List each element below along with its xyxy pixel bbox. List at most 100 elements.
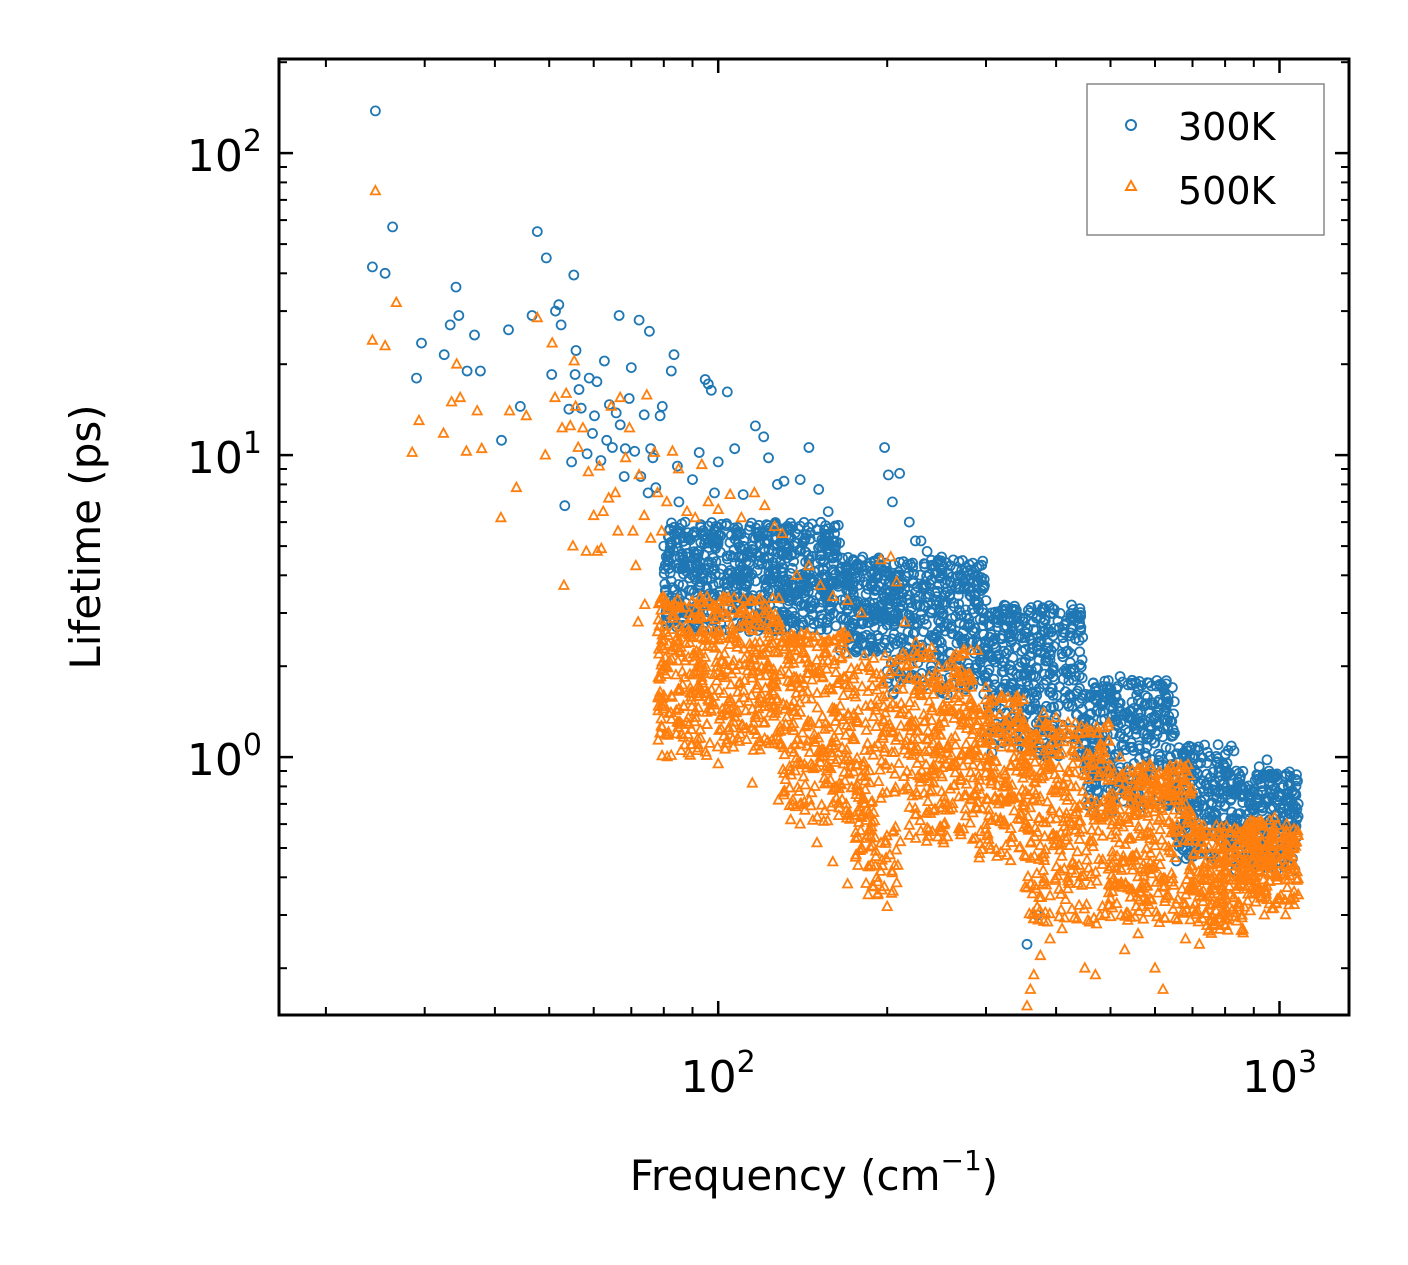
- series-300k-cloud-point: [947, 628, 959, 639]
- series-500k-cloud-point: [909, 831, 922, 843]
- series-500k-cloud-point: [679, 636, 692, 648]
- series-300k-data-point: [712, 456, 724, 468]
- series-500k-cloud-point: [766, 591, 779, 603]
- series-500k-cloud-point: [904, 670, 917, 683]
- series-500k-cloud-point: [666, 608, 679, 620]
- series-500k-cloud-point: [1043, 888, 1057, 901]
- series-500k-cloud-point: [1140, 788, 1153, 801]
- series-500k-cloud-point: [921, 733, 934, 745]
- series-500k-cloud-point: [921, 724, 935, 736]
- series-300k-data-point: [894, 467, 905, 479]
- series-500k-cloud-point: [1202, 840, 1215, 852]
- series-500k-cloud-point: [678, 738, 691, 750]
- series-500k-cloud-point: [1126, 808, 1140, 820]
- series-300k-data-point: [1044, 654, 1056, 666]
- series-500k-cloud-point: [767, 668, 780, 680]
- series-500k-cloud-point: [1110, 861, 1123, 873]
- series-300k-cloud-point: [919, 601, 931, 613]
- series-500k-cloud-point: [794, 705, 807, 717]
- series-300k-data-point: [656, 400, 668, 412]
- series-500k-cloud-point: [658, 619, 671, 631]
- series-500k-cloud-point: [891, 858, 905, 870]
- series-500k-cloud-point: [656, 639, 669, 651]
- series-300k-data-point: [712, 535, 724, 547]
- series-300k-cloud-point: [1160, 692, 1172, 704]
- series-500k-cloud-point: [883, 700, 897, 713]
- series-500k-cloud-point: [731, 640, 744, 652]
- series-500k-cloud-point: [956, 759, 970, 771]
- series-500k-cloud-point: [805, 673, 819, 685]
- series-300k-cloud-point: [1264, 787, 1276, 799]
- series-500k-cloud-point: [656, 634, 670, 646]
- series-500k-cloud-point: [936, 832, 950, 845]
- series-500k-cloud-point: [869, 830, 882, 843]
- series-500k-cloud-point: [828, 781, 842, 793]
- series-500k-cloud-point: [860, 831, 873, 843]
- series-300k-data-point: [893, 603, 905, 615]
- series-300k-cloud-point: [919, 558, 931, 570]
- series-500k-cloud-point: [686, 594, 699, 606]
- series-500k-cloud-point: [811, 810, 824, 822]
- series-500k-cloud-point: [876, 675, 889, 687]
- series-500k-cloud-point: [1211, 849, 1224, 862]
- series-300k-cloud-point: [1074, 659, 1086, 671]
- series-500k-cloud-point: [1045, 735, 1059, 748]
- series-500k-cloud-point: [1032, 852, 1046, 864]
- series-300k-data-point: [1169, 727, 1180, 739]
- series-500k-cloud-point: [652, 613, 665, 625]
- series-300k-cloud-point: [967, 566, 979, 578]
- series-500k-cloud-point: [1035, 890, 1048, 902]
- series-500k-cloud-point: [1203, 828, 1216, 840]
- series-500k-cloud-point: [1148, 833, 1161, 845]
- series-300k-data-point: [1038, 626, 1049, 638]
- series-500k-cloud-point: [860, 723, 873, 735]
- series-500k-cloud-point: [717, 686, 731, 698]
- series-500k-cloud-point: [866, 794, 879, 806]
- series-300k-data-point: [931, 591, 942, 602]
- series-500k-cloud-point: [1145, 781, 1158, 793]
- series-500k-cloud-point: [1158, 879, 1171, 891]
- series-500k-cloud-point: [1076, 822, 1089, 834]
- series-500k-cloud-point: [839, 752, 852, 764]
- series-500k-cloud-point: [1106, 813, 1120, 826]
- series-300k-cloud-point: [999, 678, 1011, 690]
- series-300k-cloud-point: [907, 557, 918, 569]
- series-500k-cloud-point: [964, 643, 977, 655]
- series-500k-cloud-point: [829, 714, 842, 726]
- series-500k-cloud-point: [1153, 857, 1167, 870]
- series-300k-cloud-point: [805, 527, 816, 539]
- series-500k-cloud-point: [877, 725, 890, 737]
- series-500k-cloud-point: [944, 680, 957, 692]
- series-500k-cloud-point: [914, 751, 927, 763]
- series-500k-cloud-point: [655, 603, 668, 615]
- series-500k-cloud-point: [1112, 878, 1125, 890]
- series-500k-cloud-point: [1181, 816, 1195, 828]
- series-300k-cloud-point: [1110, 714, 1121, 726]
- series-500k-cloud-point: [778, 702, 792, 714]
- series-500k-cloud-point: [920, 834, 933, 846]
- series-500k-cloud-point: [1172, 794, 1185, 806]
- series-500k-cloud-point: [919, 714, 932, 726]
- series-500k-cloud-point: [733, 675, 747, 687]
- series-500k-cloud-point: [1054, 903, 1068, 915]
- series-500k-cloud-point: [1087, 762, 1100, 774]
- series-300k-cloud-point: [1040, 655, 1051, 667]
- series-500k-cloud-point: [659, 659, 673, 671]
- series-500k-cloud-point: [1105, 801, 1118, 813]
- series-500k-cloud-point: [787, 670, 801, 682]
- series-300k-cloud-point: [817, 563, 829, 574]
- series-500k-cloud-point: [830, 791, 843, 803]
- series-500k-cloud-point: [1171, 913, 1184, 925]
- series-300k-data-point: [862, 583, 874, 595]
- series-500k-cloud-point: [867, 748, 880, 760]
- series-300k-cloud-point: [1031, 718, 1042, 729]
- series-300k-cloud-point: [931, 567, 943, 579]
- series-300k-data-point: [599, 355, 610, 367]
- series-500k-cloud-point: [1155, 873, 1168, 885]
- series-300k-cloud-point: [1162, 720, 1174, 732]
- series-500k-cloud-point: [1021, 735, 1034, 748]
- series-500k-cloud-point: [693, 591, 706, 603]
- series-500k-cloud-point: [848, 732, 861, 745]
- series-300k-cloud-point: [1213, 767, 1225, 778]
- series-300k-data-point: [709, 487, 720, 499]
